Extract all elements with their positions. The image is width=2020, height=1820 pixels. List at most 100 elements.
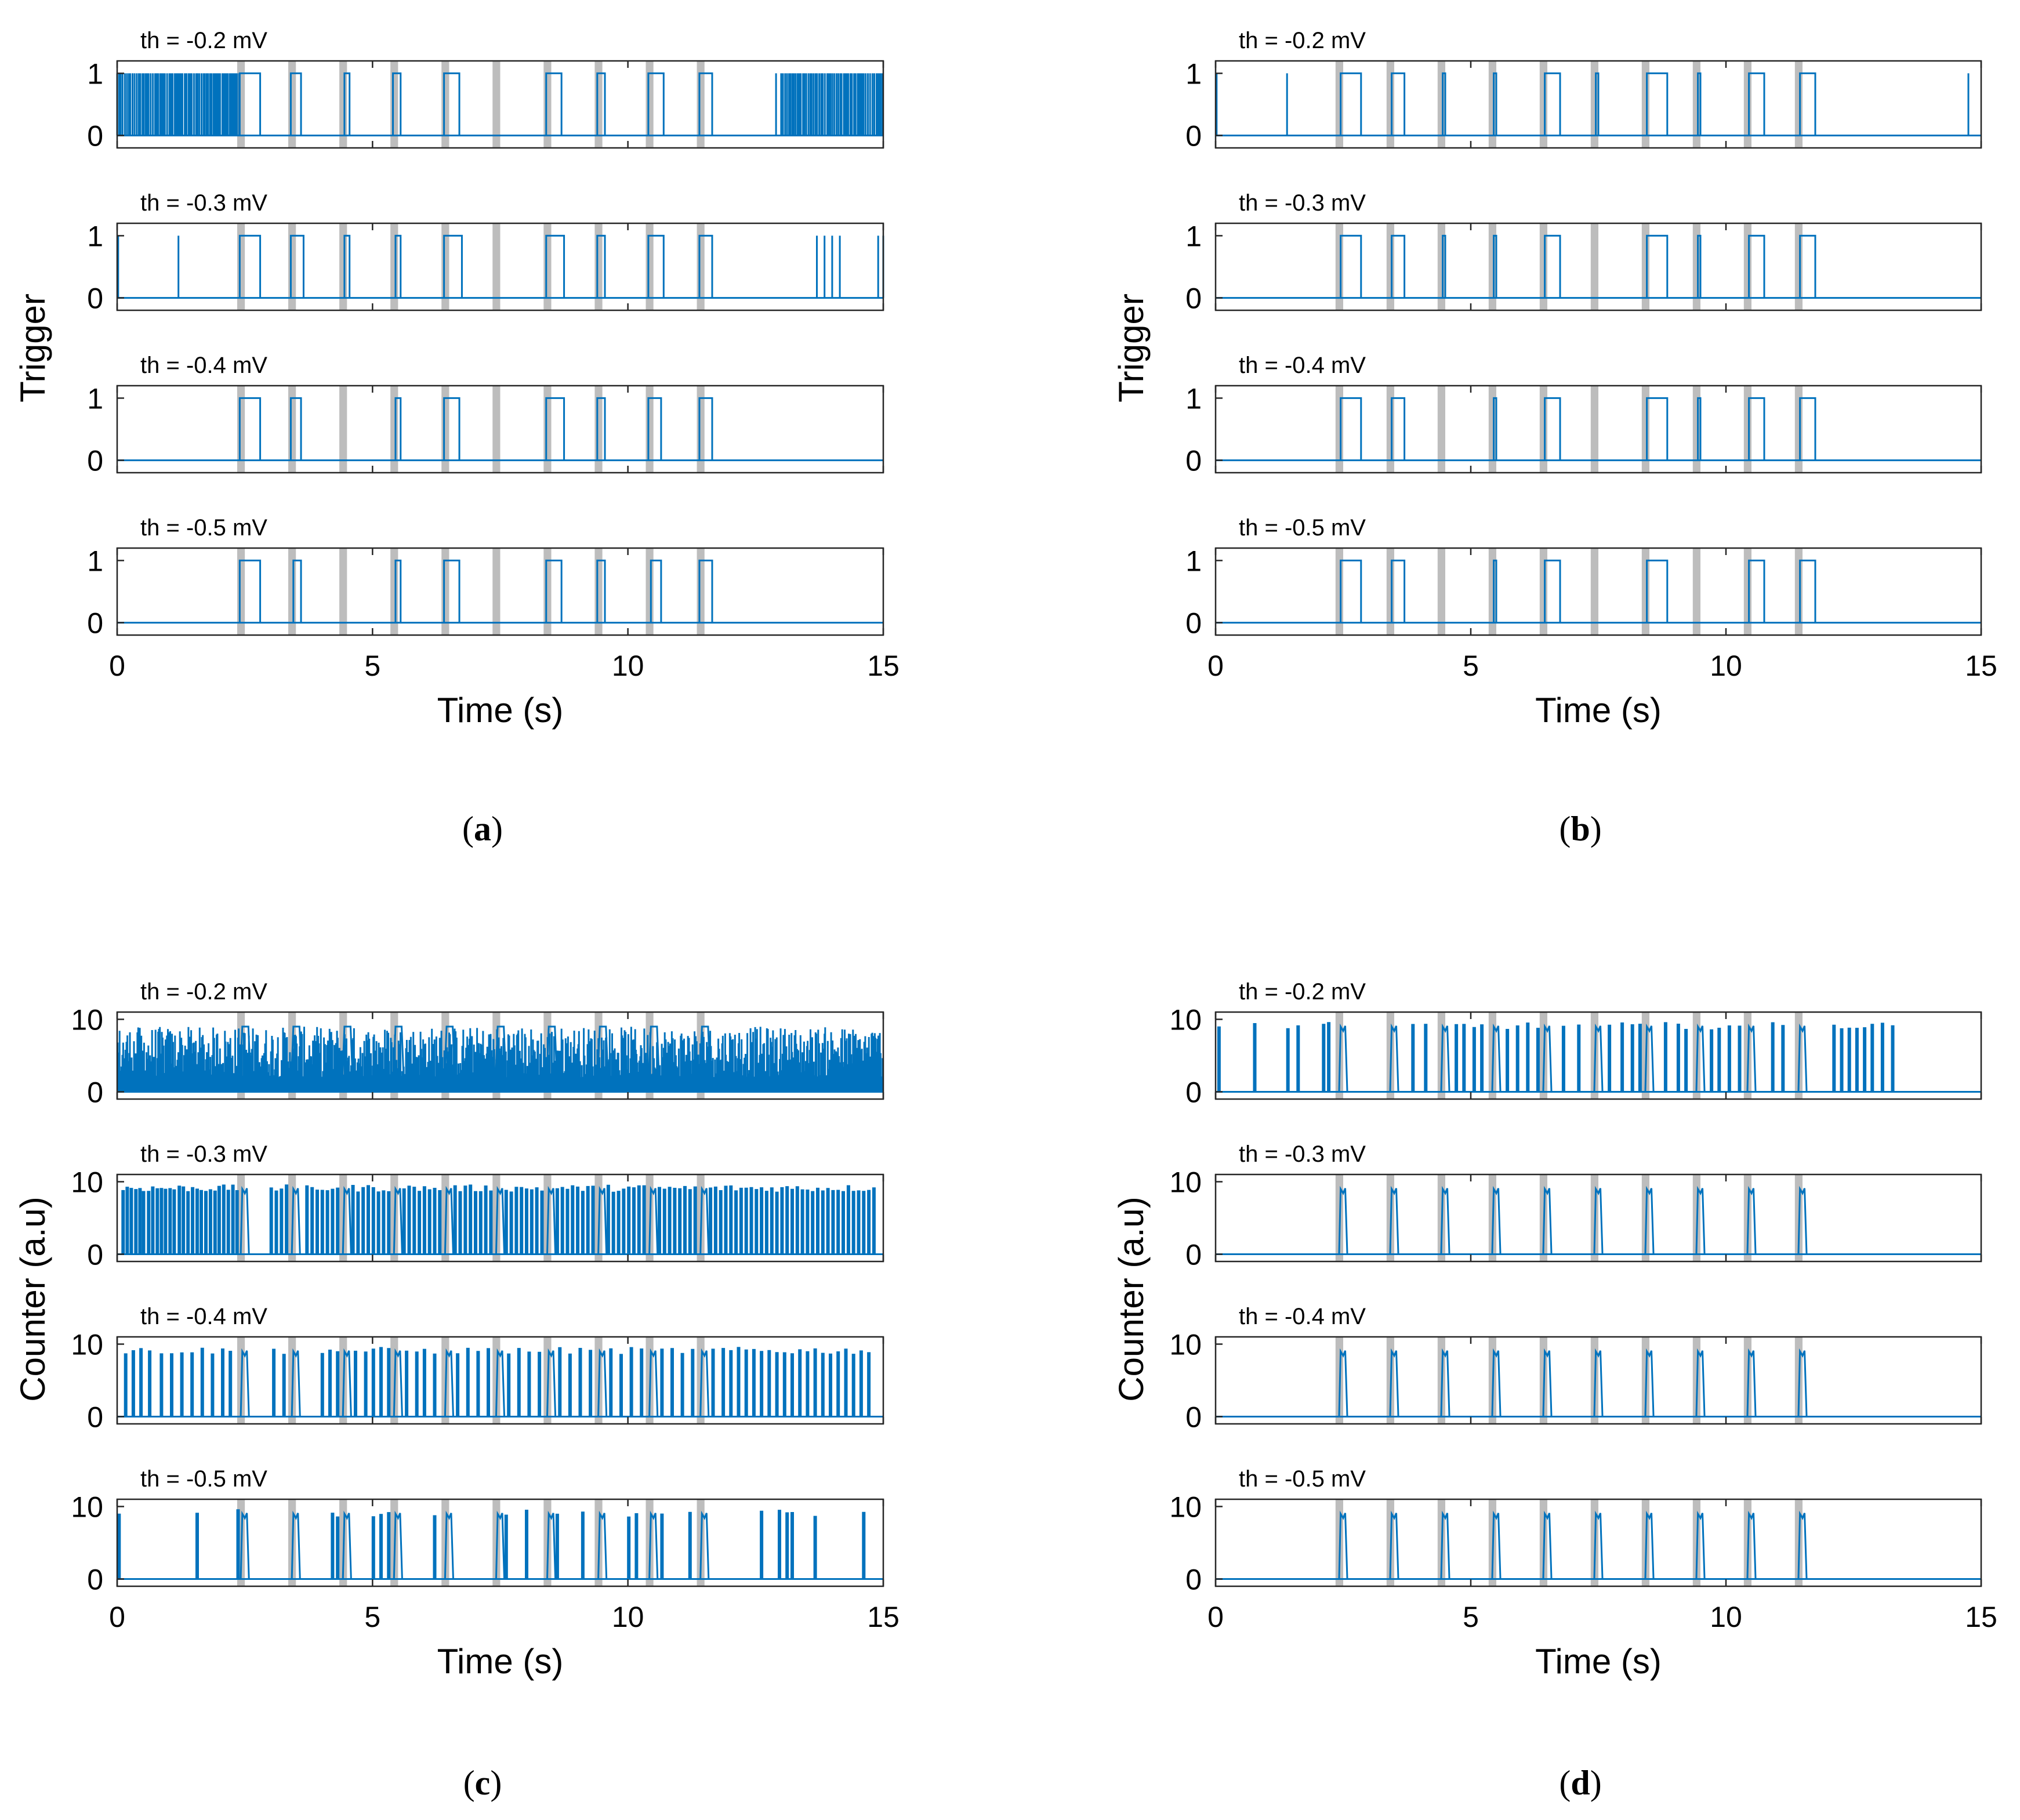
- axes-box: [1214, 222, 1982, 311]
- y-tick-label: 0: [1185, 120, 1202, 153]
- trace-d-3: [1216, 1348, 1981, 1417]
- subplot-c-2: 0 10 th = -0.3 mV: [71, 1141, 884, 1271]
- axes-box: [116, 1173, 884, 1263]
- y-tick-label: 1: [1185, 220, 1202, 252]
- x-tick-label: 10: [612, 1601, 644, 1633]
- axes-box: [116, 60, 884, 149]
- y-axis-label: Trigger: [1112, 293, 1151, 403]
- trace-a-3: [117, 397, 883, 462]
- y-tick-label: 0: [1185, 1564, 1202, 1596]
- trace-b-1: [1216, 72, 1981, 137]
- subplot-b-2: 0 1 th = -0.3 mV: [1185, 190, 1982, 315]
- trace-b-3: [1216, 397, 1981, 462]
- subplot-title: th = -0.4 mV: [1239, 353, 1366, 378]
- trace-a-1: [116, 72, 883, 137]
- axes-box: [1214, 60, 1982, 149]
- caption-a: (a): [462, 810, 503, 848]
- y-tick-label: 0: [87, 1076, 103, 1109]
- chart-panel-d: 0 10 th = -0.2 mV 0 10 th = -0.3 mV 0 10 th = -0…: [1112, 979, 1997, 1681]
- subplot-b-1: 0 1 th = -0.2 mV: [1185, 28, 1982, 153]
- subplot-title: th = -0.5 mV: [140, 515, 267, 541]
- y-tick-label: 0: [87, 1401, 103, 1434]
- y-tick-label: 0: [1185, 282, 1202, 315]
- stimulus-band: [1590, 386, 1598, 473]
- subplot-b-4: 0 1 th = -0.5 mV 0 5 10 15 Time (s): [1185, 515, 1997, 730]
- y-tick-label: 10: [1169, 1166, 1202, 1199]
- stimulus-band: [1437, 386, 1445, 473]
- trace-d-4: [1216, 1510, 1981, 1580]
- subplot-title: th = -0.3 mV: [1239, 1141, 1366, 1167]
- axes-box: [1214, 385, 1982, 474]
- subplot-title: th = -0.2 mV: [1239, 28, 1366, 53]
- x-tick-label: 0: [1207, 650, 1224, 682]
- y-tick-label: 10: [1169, 1004, 1202, 1036]
- axes-box: [116, 222, 884, 311]
- x-axis-label: Time (s): [437, 691, 564, 730]
- y-tick-label: 10: [1169, 1491, 1202, 1524]
- y-tick-label: 0: [87, 120, 103, 153]
- caption-b: (b): [1559, 810, 1602, 848]
- subplot-title: th = -0.4 mV: [1239, 1304, 1366, 1329]
- x-axis-label: Time (s): [1535, 691, 1662, 730]
- y-tick-label: 10: [71, 1004, 103, 1036]
- x-tick-label: 0: [109, 650, 125, 682]
- y-tick-label: 0: [87, 1239, 103, 1271]
- y-tick-label: 1: [87, 57, 103, 90]
- y-tick-label: 0: [87, 1564, 103, 1596]
- subplot-title: th = -0.3 mV: [1239, 190, 1366, 216]
- subplot-title: th = -0.5 mV: [1239, 1466, 1366, 1492]
- subplot-a-3: 0 1 th = -0.4 mV: [87, 353, 884, 477]
- caption-d: (d): [1559, 1764, 1602, 1802]
- axes-box: [1214, 1498, 1982, 1587]
- x-tick-label: 15: [1965, 1601, 1997, 1633]
- y-tick-label: 1: [87, 545, 103, 577]
- y-axis-label: Counter (a.u): [13, 1197, 52, 1402]
- chart-panel-c: 0 10 th = -0.2 mV 0 10 th = -0.3 mV 0 10 th = -0…: [13, 979, 900, 1681]
- stimulus-band: [492, 223, 501, 310]
- axes-box: [116, 1336, 884, 1425]
- y-tick-label: 0: [1185, 1401, 1202, 1434]
- subplot-b-3: 0 1 th = -0.4 mV: [1185, 353, 1982, 477]
- x-tick-label: 15: [867, 1601, 900, 1633]
- x-tick-label: 5: [364, 1601, 380, 1633]
- axes-box: [116, 1498, 884, 1587]
- x-tick-label: 0: [1207, 1601, 1224, 1633]
- y-tick-label: 1: [1185, 57, 1202, 90]
- x-tick-label: 5: [364, 650, 380, 682]
- y-tick-label: 1: [87, 382, 103, 415]
- subplot-c-3: 0 10 th = -0.4 mV: [71, 1304, 884, 1434]
- axes-box: [1214, 1173, 1982, 1263]
- y-tick-label: 1: [87, 220, 103, 252]
- subplot-a-2: 0 1 th = -0.3 mV: [87, 190, 884, 315]
- chart-panel-a: 0 1 th = -0.2 mV 0 1 th = -0.3 mV 0 1 th = -0.4 …: [13, 28, 900, 730]
- trace-b-2: [1216, 234, 1981, 299]
- y-tick-label: 0: [1185, 445, 1202, 477]
- y-tick-label: 1: [1185, 382, 1202, 415]
- axes-box: [116, 385, 884, 474]
- y-axis-label: Counter (a.u): [1112, 1197, 1151, 1402]
- x-tick-label: 5: [1463, 650, 1479, 682]
- y-tick-label: 0: [87, 282, 103, 315]
- y-tick-label: 0: [1185, 1239, 1202, 1271]
- subplot-d-3: 0 10 th = -0.4 mV: [1169, 1304, 1982, 1434]
- trace-c-1: [117, 1025, 884, 1093]
- subplot-d-4: 0 10 th = -0.5 mV 0 5 10 15 Time (s): [1169, 1466, 1997, 1681]
- stimulus-band: [1437, 548, 1445, 635]
- x-tick-label: 0: [109, 1601, 125, 1633]
- subplot-title: th = -0.4 mV: [140, 353, 267, 378]
- trace-d-1: [1216, 1022, 1981, 1093]
- stimulus-band: [1590, 223, 1598, 310]
- x-tick-label: 10: [1710, 650, 1742, 682]
- axes-box: [116, 1011, 884, 1100]
- subplot-title: th = -0.2 mV: [140, 979, 267, 1005]
- chart-panel-b: 0 1 th = -0.2 mV 0 1 th = -0.3 mV 0 1 th = -0.4 …: [1112, 28, 1997, 730]
- axes-box: [1214, 1336, 1982, 1425]
- stimulus-band: [1590, 548, 1598, 635]
- subplot-a-1: 0 1 th = -0.2 mV: [87, 28, 884, 153]
- axes-box: [1214, 547, 1982, 636]
- axes-box: [116, 547, 884, 636]
- x-axis-label: Time (s): [437, 1642, 564, 1681]
- y-tick-label: 0: [87, 607, 103, 640]
